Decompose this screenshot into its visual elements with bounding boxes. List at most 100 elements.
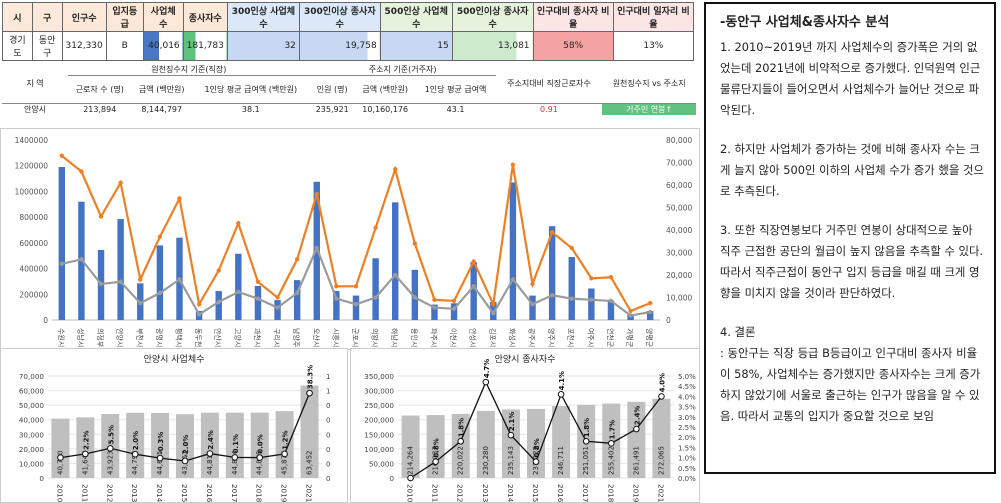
- bar: [588, 288, 595, 320]
- bar-value-label: 63,452: [306, 451, 314, 476]
- y-right-tick-label: 80,000: [666, 136, 692, 145]
- x-tick-label: 하남시: [390, 328, 399, 347]
- x-tick-label: 2014: [155, 484, 164, 503]
- series-point: [607, 440, 615, 447]
- cell: 13,081: [451, 31, 534, 61]
- series-point: [532, 458, 540, 465]
- y-right-tick-label: 0: [326, 460, 330, 468]
- y-left-tick-label: 250,000: [364, 401, 394, 410]
- bar: [476, 410, 495, 478]
- y-right-tick-label: 4.5%: [678, 383, 696, 391]
- bar: [431, 304, 438, 320]
- cell: 10,160,176: [362, 105, 409, 114]
- x-tick-label: 고양시: [233, 328, 241, 347]
- x-tick-label: 안양시: [116, 328, 125, 347]
- line-value-label: 38.3%: [307, 365, 315, 389]
- series-point: [353, 302, 359, 307]
- series-point: [482, 378, 490, 386]
- bar: [426, 415, 445, 478]
- bar: [548, 226, 556, 320]
- series-point: [106, 445, 114, 452]
- bar-value-label: 214,264: [407, 446, 415, 475]
- x-tick-label: 화성시: [508, 328, 517, 347]
- bar: [76, 417, 95, 478]
- series-point: [530, 302, 535, 307]
- bar: [225, 412, 244, 478]
- series-point: [412, 295, 418, 300]
- series-point: [549, 293, 555, 298]
- series-point: [510, 277, 516, 282]
- bar-value-label: 41,647: [81, 451, 89, 476]
- x-tick-label: 김포시: [488, 328, 496, 347]
- header-cell: 시: [2, 2, 33, 32]
- series-point: [98, 214, 104, 219]
- header-cell: 인원 (명): [316, 85, 348, 94]
- x-tick-label: 2010: [406, 484, 415, 503]
- y-right-tick-label: 2.5%: [678, 424, 696, 432]
- note-paragraph: 2. 하지만 사업체가 증가하는 것에 비해 종사자 수는 크게 늘지 않아 5…: [720, 142, 984, 198]
- series-point: [557, 391, 565, 398]
- series-point: [79, 257, 84, 262]
- x-tick-label: 구리시: [273, 328, 282, 347]
- x-tick-label: 시흥시: [331, 328, 340, 347]
- header-cell: 1인당 평균 급여액: [424, 85, 487, 94]
- x-tick-label: 2016: [205, 484, 214, 503]
- series-point: [281, 450, 288, 458]
- series-point: [181, 457, 189, 465]
- series-point: [407, 474, 414, 482]
- series-point: [216, 299, 221, 305]
- bar-value-label: 272,065: [657, 446, 665, 475]
- bar: [126, 412, 145, 478]
- series-point: [412, 241, 418, 246]
- cell: 19,758: [298, 31, 381, 61]
- bar: [293, 280, 301, 320]
- series-point: [314, 245, 319, 251]
- x-tick-label: 2015: [531, 484, 540, 502]
- series-point: [628, 308, 633, 314]
- series-point: [510, 162, 516, 167]
- bar: [58, 167, 66, 320]
- y-right-tick-label: 20,000: [666, 271, 692, 280]
- line-value-label: 2.1%: [508, 412, 516, 431]
- header-cell: 원천징수지 vs 주소지: [612, 79, 686, 88]
- x-tick-label: 용인시: [410, 328, 419, 347]
- x-tick-label: 2019: [631, 484, 640, 503]
- x-tick-label: 2021: [305, 484, 314, 502]
- series-point: [255, 279, 261, 284]
- series-point: [118, 180, 123, 185]
- note-title: -동안구 사업체&종사자수 분석: [720, 15, 890, 30]
- cell: 213,894: [83, 105, 117, 114]
- cell: 경기도: [2, 31, 33, 61]
- line-value-label: 5.5%: [107, 425, 115, 444]
- bar-value-label: 44,655: [156, 451, 164, 476]
- chart-frame: [0, 128, 700, 350]
- y-right-tick-label: 50,000: [666, 204, 692, 213]
- series-point: [138, 300, 143, 306]
- bar: [652, 398, 671, 478]
- y-left-tick-label: 60,000: [19, 387, 45, 396]
- y-left-tick-label: 0: [43, 316, 48, 325]
- line-value-label: 1.7%: [608, 420, 616, 439]
- note-paragraph: 3. 또한 직장연봉보다 거주민 연봉이 상대적으로 높아 직주 근접한 공단의…: [720, 223, 984, 300]
- series-point: [530, 281, 535, 287]
- series-point: [373, 295, 378, 300]
- series-point: [177, 196, 182, 201]
- bar-value-label: 246,711: [557, 446, 565, 475]
- line-value-label: 2.2%: [82, 430, 90, 449]
- series-point: [294, 257, 300, 262]
- bar: [176, 414, 194, 478]
- series-point: [628, 313, 633, 318]
- employee-count-chart: 안양시 종사자수 0 50,000 100,000 150,000 200,000 250,…: [350, 348, 700, 503]
- x-tick-label: 오산시: [312, 328, 321, 347]
- y-left-tick-label: 50,000: [369, 459, 395, 468]
- bar: [151, 412, 170, 478]
- y-right-tick-label: 1.5%: [678, 444, 696, 452]
- series-point: [647, 309, 653, 315]
- series-point: [589, 276, 594, 281]
- header-cell: 300인이상 종사자수: [298, 2, 381, 32]
- bar: [552, 406, 571, 478]
- chart-title: 안양시 사업체수: [144, 354, 205, 365]
- bar-value-label: 261,491: [632, 446, 640, 475]
- x-tick-label: 의왕시: [371, 328, 380, 347]
- cell: 거주민 연봉↑: [602, 103, 696, 115]
